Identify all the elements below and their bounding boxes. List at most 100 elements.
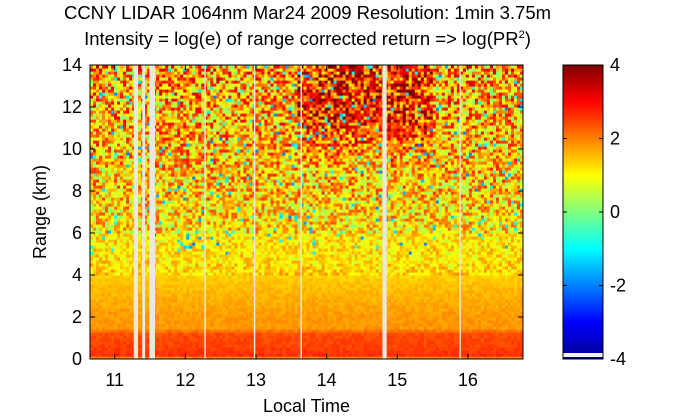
heatmap-cell — [429, 296, 434, 300]
heatmap-cell — [345, 308, 350, 312]
heatmap-cell — [432, 296, 437, 300]
heatmap-cell — [315, 344, 320, 348]
heatmap-cell — [372, 344, 377, 348]
heatmap-cell — [423, 311, 428, 315]
heatmap-cell — [363, 293, 368, 297]
heatmap-cell — [516, 290, 521, 294]
heatmap-cell — [186, 293, 190, 297]
heatmap-cell — [504, 293, 509, 297]
heatmap-cell — [465, 335, 470, 339]
heatmap-cell — [447, 332, 452, 336]
heatmap-cell — [285, 326, 290, 330]
heatmap-cell — [270, 332, 275, 336]
heatmap-cell — [411, 290, 416, 294]
heatmap-cell — [378, 287, 383, 291]
heatmap-cell — [234, 305, 238, 309]
heatmap-cell — [264, 338, 269, 342]
heatmap-cell — [456, 320, 461, 324]
heatmap-cell — [267, 317, 272, 321]
heatmap-cell — [318, 296, 323, 300]
heatmap-cell — [477, 290, 482, 294]
heatmap-cell — [510, 302, 515, 306]
heatmap-cell — [507, 317, 512, 321]
heatmap-cell — [462, 326, 467, 330]
heatmap-cell — [177, 332, 181, 336]
heatmap-cell — [441, 353, 446, 357]
heatmap-cell — [489, 338, 494, 342]
heatmap-cell — [312, 314, 317, 318]
heatmap-cell — [138, 293, 142, 297]
heatmap-cell — [366, 347, 371, 351]
heatmap-cell — [459, 332, 464, 336]
heatmap-cell — [435, 344, 440, 348]
heatmap-cell — [201, 287, 205, 291]
heatmap-cell — [204, 284, 208, 288]
heatmap-cell — [270, 290, 275, 294]
heatmap-cell — [453, 341, 458, 345]
heatmap-cell — [420, 314, 425, 318]
heatmap-cell — [495, 299, 500, 303]
heatmap-cell — [351, 329, 356, 333]
heatmap-cell — [402, 311, 407, 315]
heatmap-cell — [324, 329, 329, 333]
heatmap-cell — [408, 299, 413, 303]
heatmap-cell — [165, 356, 169, 359]
heatmap-cell — [504, 335, 509, 339]
heatmap-cell — [267, 302, 272, 306]
heatmap-cell — [111, 293, 115, 297]
heatmap-cell — [396, 323, 401, 327]
heatmap-cell — [366, 338, 371, 342]
heatmap-cell — [231, 302, 235, 306]
heatmap-cell — [204, 290, 208, 294]
heatmap-cell — [483, 305, 488, 309]
heatmap-cell — [126, 326, 130, 330]
heatmap-cell — [435, 308, 440, 312]
heatmap-cell — [225, 302, 229, 306]
heatmap-cell — [108, 284, 112, 288]
heatmap-cell — [222, 281, 226, 285]
heatmap-cell — [402, 275, 407, 279]
heatmap-cell — [426, 293, 431, 297]
heatmap-cell — [327, 332, 332, 336]
heatmap-cell — [516, 287, 521, 291]
heatmap-cell — [342, 287, 347, 291]
heatmap-cell — [318, 320, 323, 324]
heatmap-cell — [369, 356, 374, 359]
heatmap-cell — [192, 341, 196, 345]
heatmap-cell — [507, 284, 512, 288]
heatmap-cell — [192, 350, 196, 354]
heatmap-cell — [339, 350, 344, 354]
heatmap-cell — [423, 287, 428, 291]
heatmap-cell — [483, 317, 488, 321]
heatmap-cell — [207, 308, 211, 312]
heatmap-cell — [108, 329, 112, 333]
heatmap-cell — [342, 341, 347, 345]
heatmap-cell — [165, 275, 169, 279]
heatmap-cell — [123, 299, 127, 303]
heatmap-cell — [330, 341, 335, 345]
heatmap-cell — [327, 299, 332, 303]
heatmap-cell — [165, 305, 169, 309]
heatmap-cell — [309, 278, 314, 282]
heatmap-cell — [459, 278, 464, 282]
heatmap-cell — [159, 314, 163, 318]
heatmap-cell — [225, 293, 229, 297]
heatmap-cell — [489, 314, 494, 318]
heatmap-cell — [288, 290, 293, 294]
heatmap-cell — [312, 302, 317, 306]
heatmap-cell — [246, 353, 250, 357]
heatmap-cell — [387, 287, 392, 291]
heatmap-cell — [174, 332, 178, 336]
heatmap-cell — [309, 293, 314, 297]
heatmap-cell — [327, 353, 332, 357]
heatmap-cell — [480, 350, 485, 354]
heatmap-cell — [516, 326, 521, 330]
heatmap-cell — [273, 281, 278, 285]
heatmap-cell — [438, 299, 443, 303]
heatmap-cell — [330, 344, 335, 348]
heatmap-cell — [144, 353, 148, 357]
heatmap-cell — [219, 311, 223, 315]
heatmap-cell — [309, 341, 314, 345]
heatmap-cell — [468, 314, 473, 318]
heatmap-cell — [162, 287, 166, 291]
